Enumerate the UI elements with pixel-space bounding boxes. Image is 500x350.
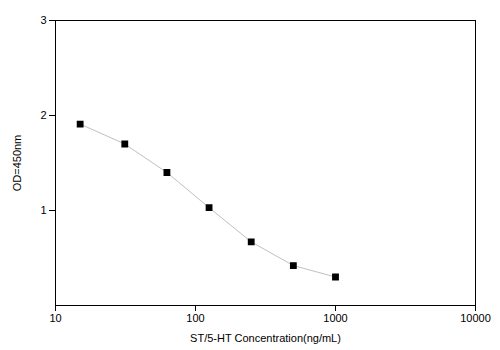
svg-text:100: 100 [186, 312, 204, 324]
svg-text:3: 3 [40, 14, 46, 26]
svg-text:OD=450nm: OD=450nm [11, 135, 23, 192]
svg-text:2: 2 [40, 109, 46, 121]
svg-text:10: 10 [49, 312, 61, 324]
svg-text:ST/5-HT Concentration(ng/mL): ST/5-HT Concentration(ng/mL) [190, 332, 341, 344]
svg-text:10000: 10000 [460, 312, 491, 324]
svg-text:1: 1 [40, 204, 46, 216]
svg-text:1000: 1000 [323, 312, 347, 324]
